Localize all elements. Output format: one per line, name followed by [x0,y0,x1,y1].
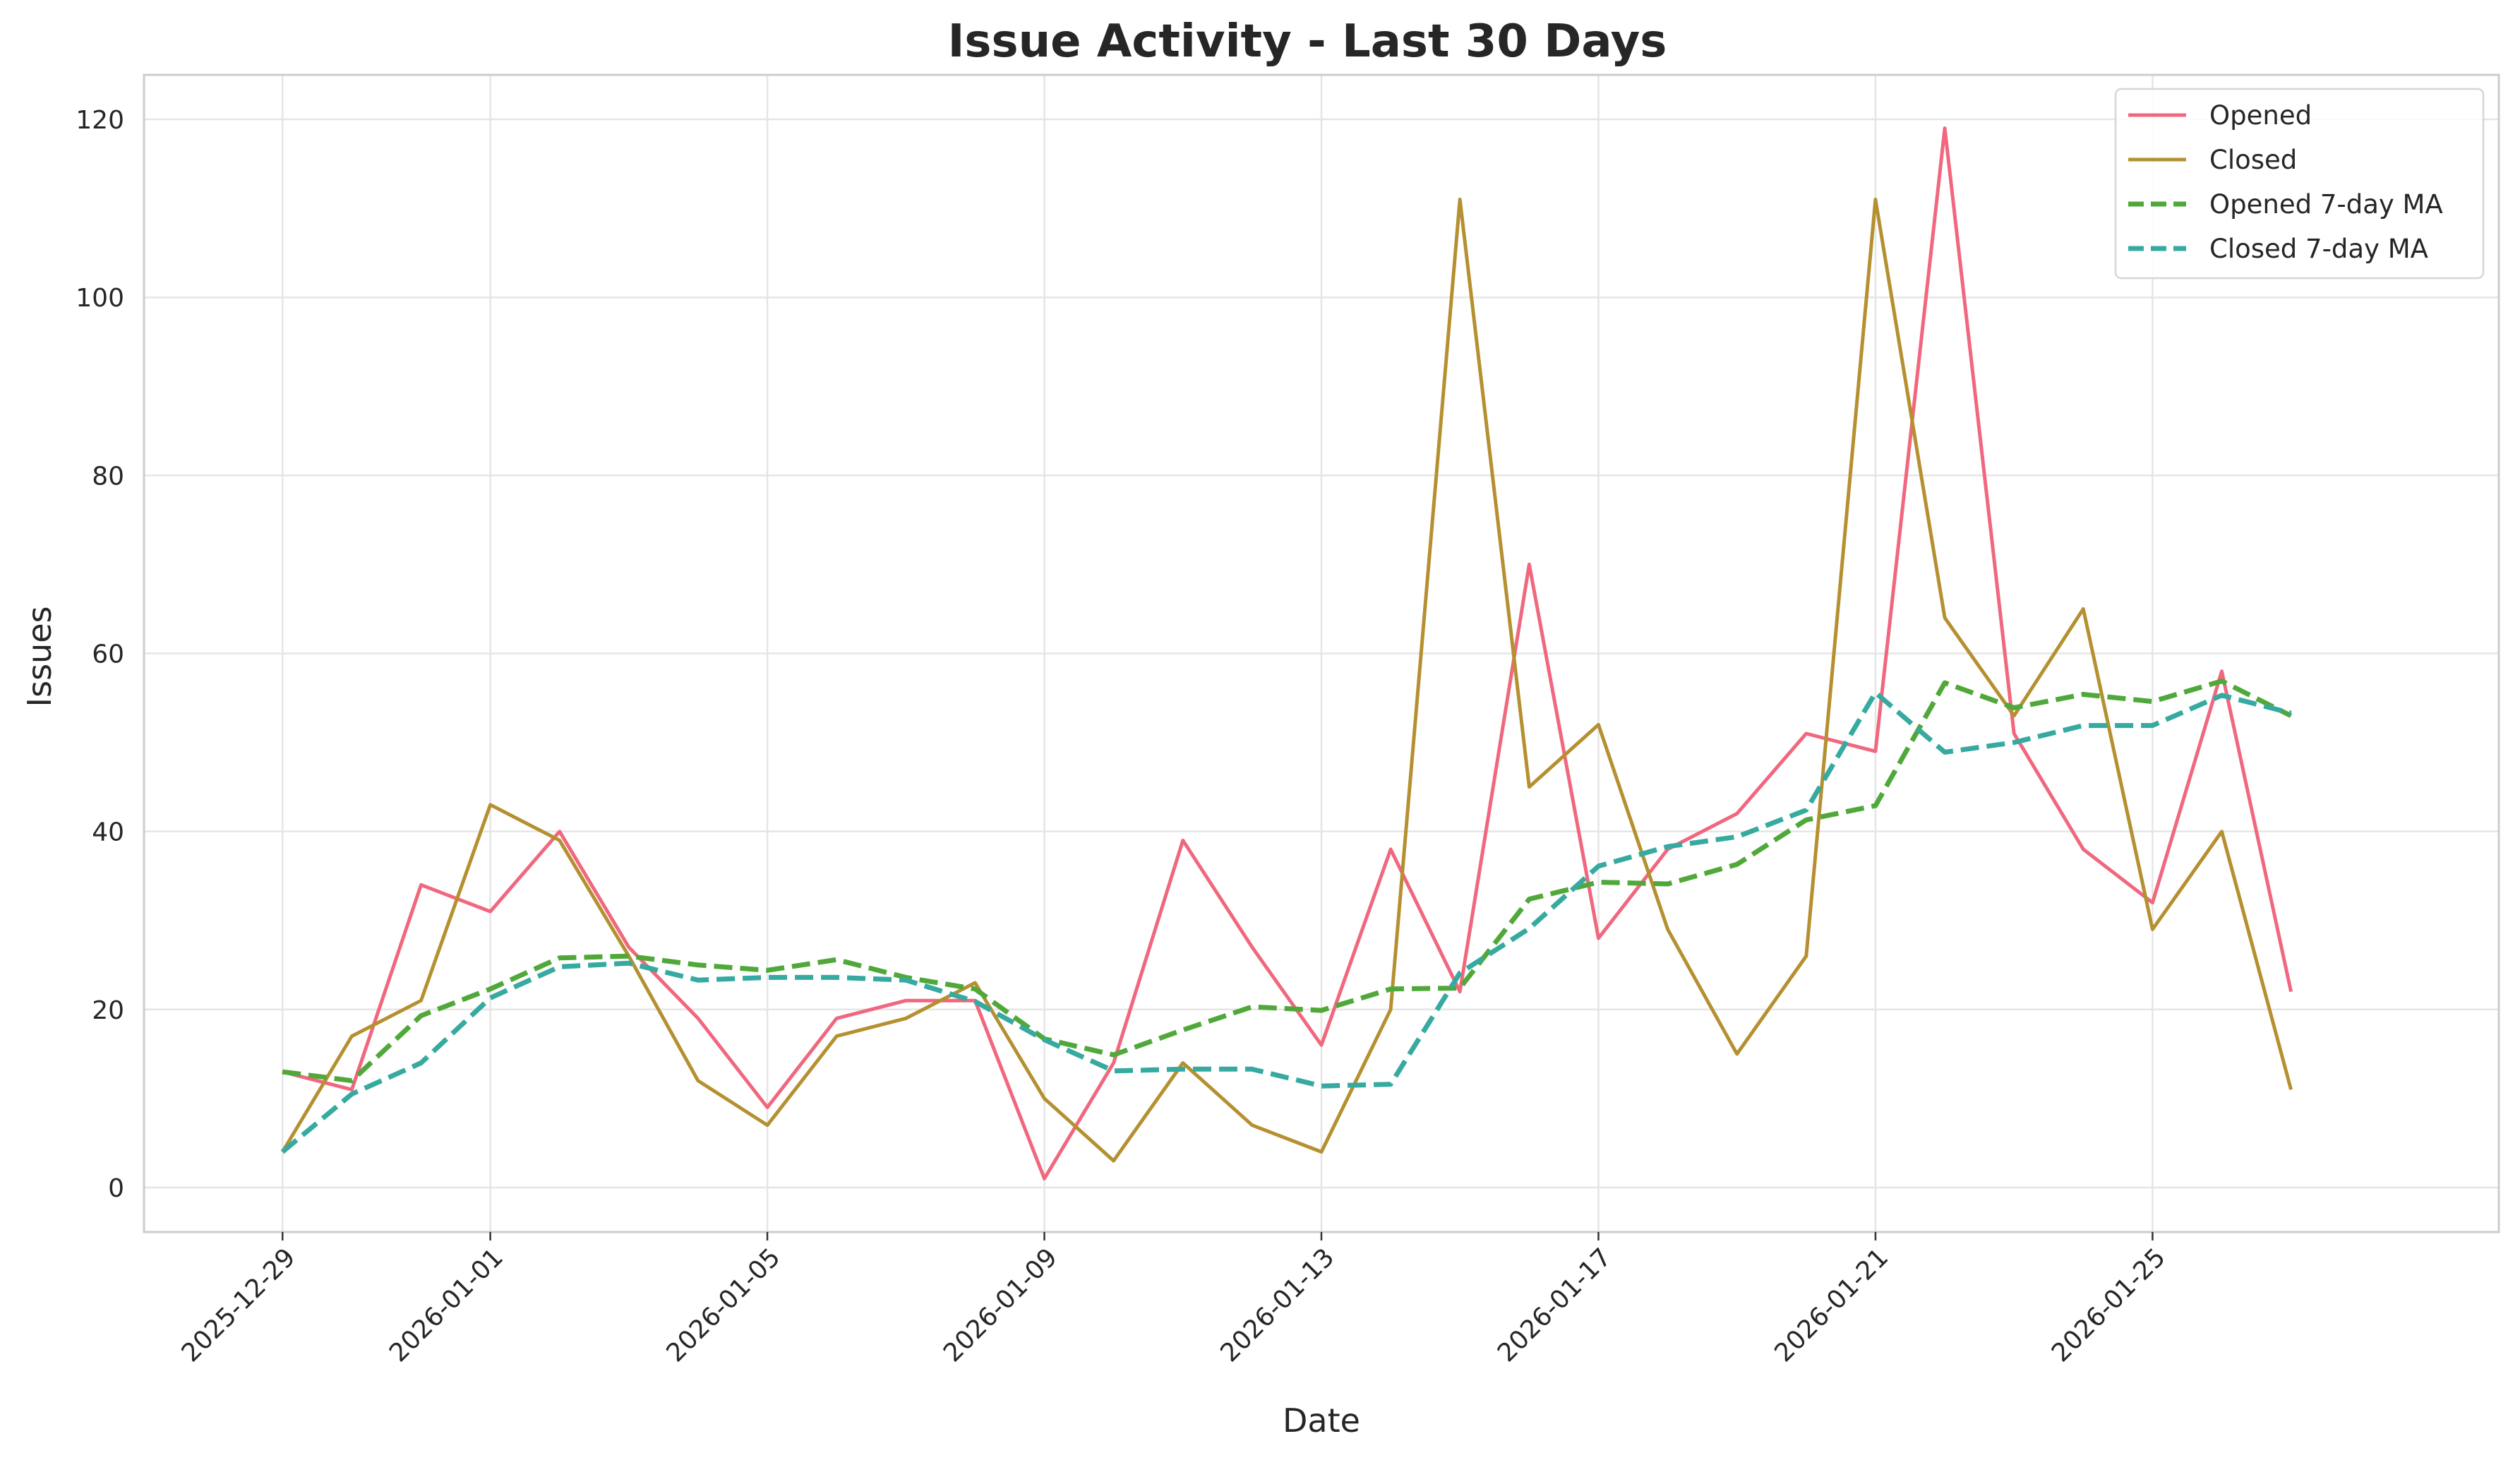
y-tick-label: 20 [92,996,124,1025]
chart-title: Issue Activity - Last 30 Days [948,16,1667,68]
y-axis-label: Issues [20,606,59,707]
y-tick-label: 40 [92,818,124,847]
y-tick-label: 100 [76,284,124,313]
legend-label: Closed 7-day MA [2209,234,2428,264]
x-axis-label: Date [1283,1401,1360,1440]
legend: Opened Closed Opened 7-day MA Closed 7-day … [2114,88,2485,280]
series-line-1 [281,198,2293,1163]
y-tick-label: 0 [108,1174,124,1203]
legend-label: Closed [2209,145,2297,175]
series-line-3 [280,690,2292,1154]
legend-label: Opened 7-day MA [2209,189,2443,220]
series-line-2 [282,678,2293,1084]
legend-box [2114,88,2485,280]
y-tick-label: 120 [76,106,124,135]
y-tick-label: 80 [92,462,124,491]
y-axis: 0 20 40 60 80 100 120 [76,106,124,1203]
series-lines [280,126,2293,1180]
legend-label: Opened [2209,100,2312,131]
series-line-0 [282,126,2293,1180]
y-tick-label: 60 [92,640,124,669]
